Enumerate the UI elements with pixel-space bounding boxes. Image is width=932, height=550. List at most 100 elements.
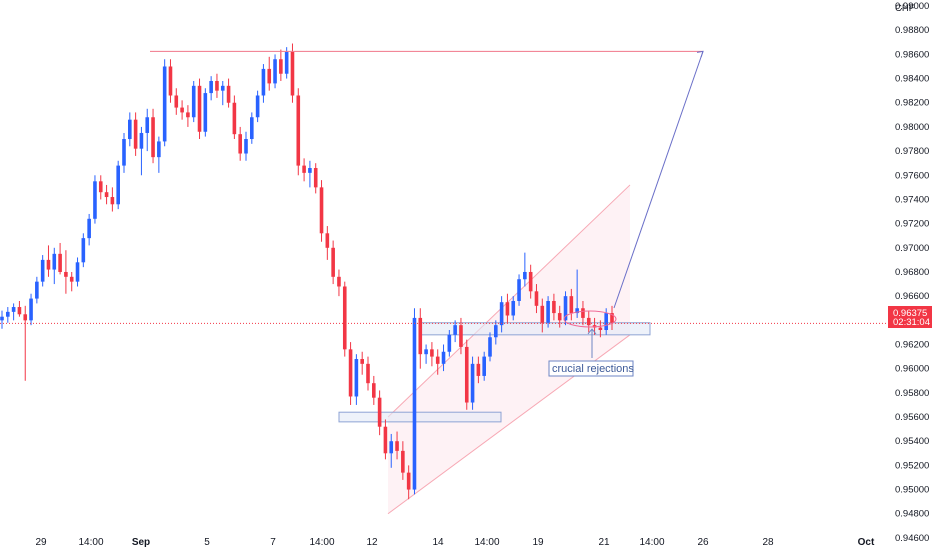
candle-body	[0, 316, 4, 321]
candle-body	[279, 59, 283, 74]
candle-body	[383, 426, 388, 454]
time-tick-6: 12	[366, 537, 378, 548]
candle-body	[122, 139, 126, 166]
time-axis[interactable]: 29 14:00 Sep 5 7 14:00 12 14 14:00 19 21 14:00 26 28 O…	[35, 537, 875, 548]
candle-body	[215, 80, 219, 91]
candle-body	[133, 119, 138, 149]
candle-body	[128, 119, 132, 140]
annotation-pointer-head	[587, 328, 597, 335]
candle-body	[337, 276, 341, 287]
candle-body	[412, 317, 417, 490]
time-tick-9: 19	[532, 537, 544, 548]
channel-upper-line	[387, 184, 631, 418]
candle-body	[104, 192, 109, 198]
candle-body	[517, 279, 521, 301]
candle-body	[157, 141, 161, 158]
candle-body	[302, 165, 306, 173]
candle-body	[552, 300, 556, 314]
candle-body	[447, 334, 452, 352]
candle-body	[511, 300, 516, 316]
candle-body	[348, 349, 353, 397]
candle-body	[342, 286, 347, 350]
time-tick-3: 5	[204, 537, 210, 548]
candle-body	[360, 359, 364, 364]
candle-body	[377, 397, 382, 427]
time-tick-11: 14:00	[639, 537, 664, 548]
price-tick-0: 0.99000	[895, 1, 929, 12]
candle-body	[592, 325, 597, 328]
candle-body	[284, 51, 289, 74]
time-tick-13: 28	[762, 537, 774, 548]
candle-body	[354, 359, 359, 397]
price-axis[interactable]: CHF 0.99000 0.98800 0.98600 0.98400 0.98200 0…	[895, 1, 929, 544]
price-tick-22: 0.94600	[895, 533, 929, 544]
candle-body	[470, 363, 475, 403]
candle-body	[290, 51, 295, 96]
time-tick-14: Oct	[858, 537, 875, 548]
candle-body	[81, 238, 86, 263]
price-tick-17: 0.95600	[895, 412, 929, 423]
rejection-ellipse	[563, 310, 617, 328]
candle-body	[482, 356, 486, 376]
annotation-group: crucial rejections	[548, 360, 634, 377]
candle-body	[476, 363, 481, 376]
candle-body	[581, 308, 585, 318]
current-price-tag: 0.96375 02:31:04	[888, 306, 932, 328]
time-tick-0: 29	[35, 537, 47, 548]
price-tick-10: 0.97000	[895, 243, 929, 254]
time-tick-10: 21	[598, 537, 610, 548]
candle-body	[366, 363, 370, 384]
channel-fill	[388, 184, 630, 514]
candle-body	[168, 66, 173, 96]
drawing-zones	[338, 184, 651, 515]
candle-body	[203, 93, 208, 132]
annotation-text: crucial rejections	[552, 363, 634, 375]
candle-body	[191, 85, 196, 118]
candle-body	[505, 302, 510, 316]
candle-body	[98, 181, 103, 193]
candle-body	[435, 356, 440, 364]
price-tick-6: 0.97800	[895, 146, 929, 157]
price-tick-20: 0.95000	[895, 485, 929, 496]
candle-body	[52, 253, 57, 270]
price-tick-5: 0.98000	[895, 122, 929, 133]
candle-body	[325, 233, 330, 248]
price-tick-18: 0.95400	[895, 436, 929, 447]
candle-body	[174, 95, 179, 108]
candle-body	[261, 68, 266, 96]
candle-body	[29, 298, 33, 321]
candle-body	[499, 302, 504, 326]
candle-body	[110, 197, 115, 205]
candle-body	[232, 102, 237, 135]
candle-body	[598, 327, 603, 330]
candle-body	[406, 472, 411, 490]
price-tick-15: 0.96000	[895, 364, 929, 375]
candle-body	[575, 308, 579, 314]
candle-body	[23, 314, 28, 321]
candle-body	[220, 85, 225, 91]
candle-body	[139, 132, 144, 149]
time-tick-5: 14:00	[309, 537, 334, 548]
price-tick-11: 0.96800	[895, 267, 929, 278]
price-tick-7: 0.97600	[895, 170, 929, 181]
candle-body	[238, 134, 242, 154]
price-tick-2: 0.98600	[895, 49, 929, 60]
candle-body	[372, 383, 376, 398]
candle-body	[308, 168, 312, 173]
candle-body	[534, 291, 539, 306]
price-tick-14: 0.96200	[895, 340, 929, 351]
candle-body	[424, 349, 428, 355]
drawings-layer	[0, 50, 888, 358]
price-tick-21: 0.94800	[895, 509, 929, 520]
candle-body	[395, 441, 399, 451]
candle-body	[313, 168, 318, 188]
candle-body	[610, 313, 614, 323]
candle-body	[35, 281, 39, 299]
candle-body	[418, 317, 423, 355]
time-tick-1: 14:00	[78, 537, 103, 548]
candle-body	[494, 325, 498, 338]
time-tick-4: 7	[270, 537, 276, 548]
currency-label: CHF	[895, 3, 915, 14]
candle-body	[145, 117, 150, 133]
